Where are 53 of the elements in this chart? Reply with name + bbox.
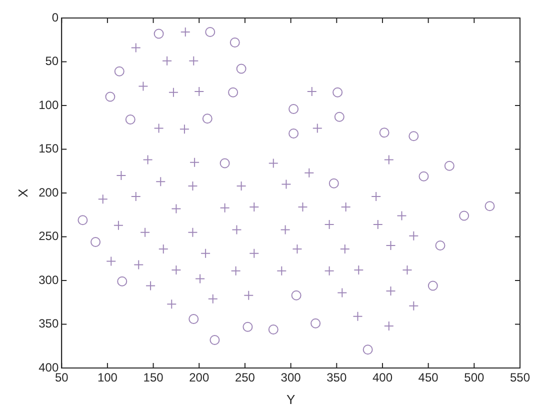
point bbox=[154, 28, 164, 39]
x-tick-label: 350 bbox=[326, 370, 347, 385]
point bbox=[210, 335, 220, 345]
x-tick-label: 250 bbox=[234, 370, 256, 385]
point bbox=[435, 240, 446, 250]
point bbox=[114, 66, 124, 76]
y-tick-label: 150 bbox=[38, 142, 59, 156]
point bbox=[334, 112, 344, 122]
x-tick-label: 400 bbox=[372, 370, 393, 385]
point bbox=[362, 344, 373, 355]
point bbox=[408, 131, 419, 142]
y-tick-label: 300 bbox=[38, 272, 59, 287]
point bbox=[228, 87, 238, 98]
point bbox=[117, 276, 128, 286]
point bbox=[379, 128, 390, 138]
y-tick-label: 100 bbox=[38, 98, 59, 112]
point bbox=[105, 92, 116, 102]
point bbox=[188, 314, 199, 324]
y-tick-label: 200 bbox=[38, 185, 59, 200]
point bbox=[220, 158, 230, 168]
x-axis-title: Y bbox=[286, 392, 296, 407]
y-tick-label: 250 bbox=[38, 229, 59, 244]
point bbox=[268, 324, 278, 334]
point bbox=[328, 178, 339, 188]
y-tick-label: 0 bbox=[52, 10, 59, 24]
point bbox=[78, 215, 88, 226]
x-tick-label: 150 bbox=[143, 370, 164, 385]
point bbox=[125, 114, 136, 124]
x-tick-label: 200 bbox=[189, 370, 210, 385]
point bbox=[418, 171, 429, 182]
y-tick-label: 350 bbox=[38, 316, 59, 331]
x-tick-label: 450 bbox=[418, 370, 439, 385]
point bbox=[444, 160, 454, 171]
point bbox=[291, 290, 302, 300]
point bbox=[202, 114, 212, 124]
x-tick-label: 300 bbox=[280, 370, 302, 385]
point bbox=[236, 64, 246, 74]
x-tick-label: 550 bbox=[510, 370, 530, 385]
point bbox=[230, 38, 240, 48]
point bbox=[332, 87, 343, 98]
x-tick-label: 100 bbox=[97, 370, 118, 385]
point bbox=[288, 104, 299, 114]
point bbox=[90, 237, 101, 247]
y-tick-label: 50 bbox=[45, 54, 59, 68]
point bbox=[484, 201, 495, 212]
point bbox=[242, 322, 253, 332]
point bbox=[205, 27, 216, 37]
point bbox=[288, 128, 299, 138]
x-tick-label: 500 bbox=[464, 370, 484, 385]
point bbox=[310, 318, 321, 328]
y-axis-title: X bbox=[15, 188, 30, 198]
point bbox=[428, 280, 438, 291]
point bbox=[459, 210, 470, 221]
